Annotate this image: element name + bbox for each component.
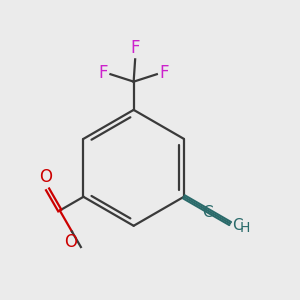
Text: F: F xyxy=(130,39,140,57)
Text: F: F xyxy=(99,64,108,82)
Text: C: C xyxy=(202,205,213,220)
Text: F: F xyxy=(159,64,169,82)
Text: H: H xyxy=(240,221,250,235)
Text: C: C xyxy=(232,218,243,233)
Text: O: O xyxy=(39,168,52,186)
Text: O: O xyxy=(64,233,77,251)
